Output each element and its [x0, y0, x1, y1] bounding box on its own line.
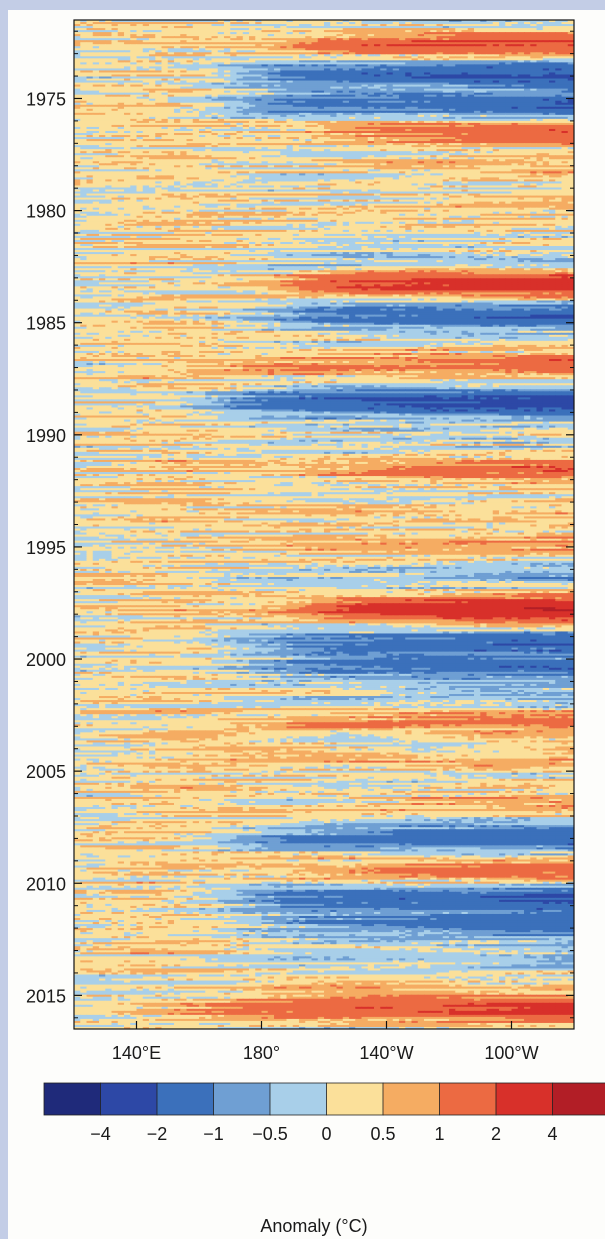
figure-panel: 1975 1980 1985 1990 1995 2000 2005 2010 2015 140… [8, 10, 605, 1239]
heatmap-cells [74, 20, 575, 1032]
